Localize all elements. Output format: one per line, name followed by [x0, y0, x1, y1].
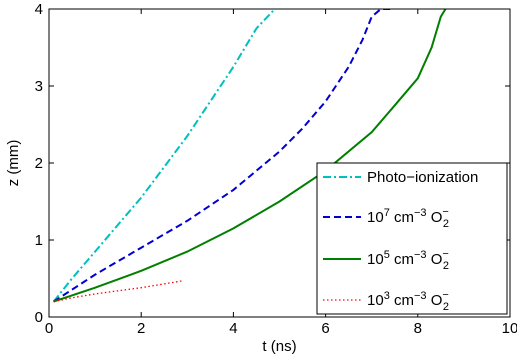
ticks-layer: 0 2 4 6 8 10 0 1 2 3 4	[35, 1, 517, 337]
legend-label-2: 107 cm−3 O− 2	[367, 206, 449, 230]
x-tick-label: 6	[321, 320, 329, 337]
series-line-4	[53, 280, 183, 303]
x-tick-label: 4	[229, 320, 237, 337]
y-tick-label: 0	[35, 309, 43, 326]
series-line-1	[52, 9, 276, 303]
x-tick-label: 2	[137, 320, 145, 337]
y-tick-label: 1	[35, 232, 43, 249]
legend-label-4: 103 cm−3 O− 2	[367, 289, 449, 313]
x-tick-label: 8	[414, 320, 422, 337]
legend-label-1: Photo−ionization	[367, 169, 478, 186]
x-axis-label: t (ns)	[262, 338, 296, 355]
x-tick-label: 0	[45, 320, 53, 337]
y-tick-label: 3	[35, 78, 43, 95]
legend-label-3: 105 cm−3 O− 2	[367, 248, 449, 272]
y-tick-label: 2	[35, 155, 43, 172]
legend-box	[316, 162, 508, 315]
legend: Photo−ionization 107 cm−3 O− 2 105 cm−3 O− 2…	[316, 162, 508, 315]
series-line-2	[53, 9, 391, 303]
x-tick-label: 10	[502, 320, 517, 337]
y-axis-label: z (mm)	[5, 140, 22, 187]
y-tick-label: 4	[35, 1, 43, 18]
